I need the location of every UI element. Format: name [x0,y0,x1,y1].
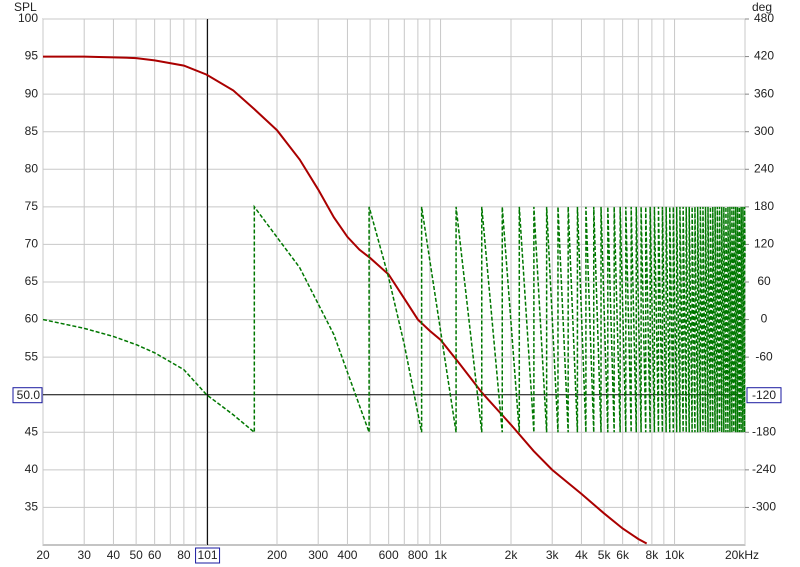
y2-tick-label: 300 [754,124,774,138]
x-tick-label: 300 [308,548,328,562]
y-tick-label: 40 [25,462,39,476]
x-tick-label: 3k [546,548,560,562]
y2-tick-label: 480 [754,11,774,25]
cursor-label: 50.0 [17,388,41,402]
y2-tick-label: 0 [761,312,768,326]
y-tick-label: 70 [25,237,39,251]
y-tick-label: 65 [25,274,39,288]
x-tick-label: 50 [129,548,143,562]
y-tick-label: 95 [25,49,39,63]
cursor-box [746,387,782,404]
cursor-label: -120 [752,388,776,402]
y2-tick-label: 180 [754,199,774,213]
y-tick-label: 55 [25,349,39,363]
x-tick-label: 80 [177,548,191,562]
series-line [42,204,746,434]
y-tick-label: 75 [25,199,39,213]
x-tick-label: 1k [434,548,448,562]
y-tick-label: 60 [25,312,39,326]
y-tick-label: 85 [25,124,39,138]
cursor-box [195,547,221,564]
cursor-label: 101 [198,548,218,562]
x-tick-label: 30 [78,548,92,562]
y2-tick-label: 120 [754,237,774,251]
x-tick-label: 200 [267,548,287,562]
y2-axis-label: deg [752,0,772,14]
y2-tick-label: 360 [754,86,774,100]
x-tick-label: 10k [665,548,685,562]
x-tick-label: 20 [36,548,50,562]
y-tick-label: 80 [25,161,39,175]
y2-tick-label: 60 [757,274,771,288]
y2-tick-label: -60 [755,349,773,363]
cursor-box [12,387,43,404]
y2-tick-label: 240 [754,161,774,175]
x-tick-label: 8k [646,548,660,562]
y2-tick-label: -240 [752,462,776,476]
y2-tick-label: -180 [752,424,776,438]
y2-tick-label: 420 [754,49,774,63]
series-line [43,55,648,545]
y-tick-label: 45 [25,424,39,438]
y2-tick-label: -300 [752,500,776,514]
x-tick-label: 60 [148,548,162,562]
y-tick-label: 100 [18,11,38,25]
y-tick-label: 35 [25,500,39,514]
y-tick-label: 90 [25,86,39,100]
x-tick-label: 6k [616,548,630,562]
x-tick-label: 800 [408,548,428,562]
x-tick-label: 40 [107,548,121,562]
x-tick-label: 5k [598,548,612,562]
x-tick-label: 20kHz [725,548,759,562]
x-tick-label: 600 [379,548,399,562]
x-tick-label: 4k [575,548,589,562]
y-axis-label: SPL [14,0,37,14]
x-tick-label: 400 [337,548,357,562]
x-tick-label: 2k [505,548,519,562]
